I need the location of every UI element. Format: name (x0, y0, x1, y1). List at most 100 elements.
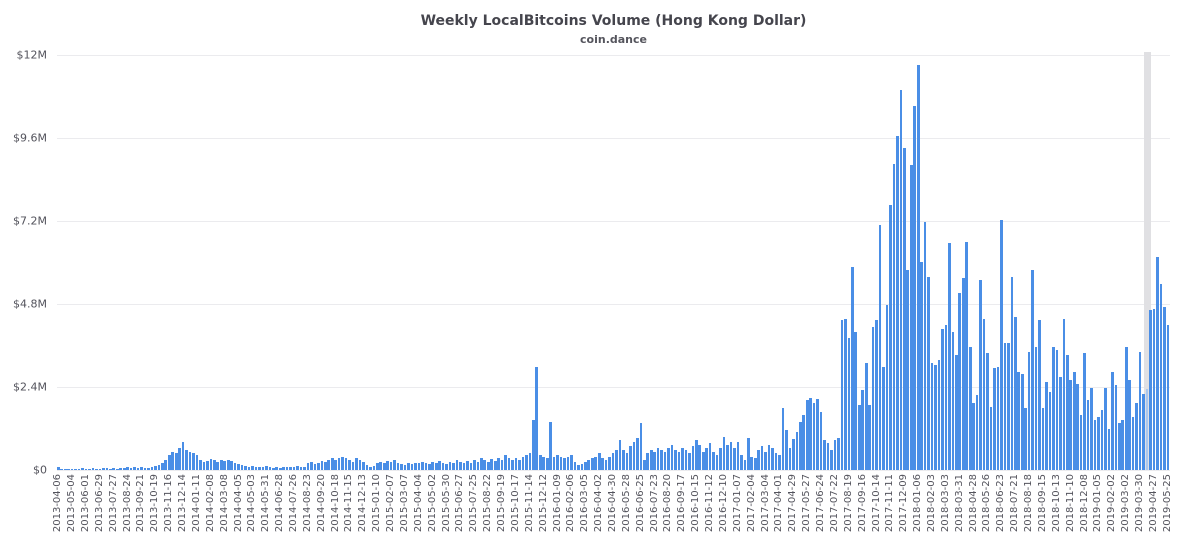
bar[interactable] (341, 456, 344, 470)
bar[interactable] (965, 241, 969, 470)
bar[interactable] (355, 458, 358, 470)
bar[interactable] (608, 456, 611, 470)
bar[interactable] (348, 459, 351, 470)
bar[interactable] (889, 205, 892, 470)
bar[interactable] (306, 463, 310, 470)
bar[interactable] (431, 461, 435, 470)
bar[interactable] (313, 464, 317, 470)
bar[interactable] (899, 90, 903, 470)
bar[interactable] (254, 466, 258, 470)
bar[interactable] (809, 398, 813, 470)
bar[interactable] (694, 439, 698, 470)
bar[interactable] (91, 468, 95, 470)
bar[interactable] (63, 469, 67, 470)
bar[interactable] (746, 438, 750, 470)
bar[interactable] (445, 464, 448, 470)
bar[interactable] (192, 453, 195, 470)
bar[interactable] (590, 458, 594, 470)
bar[interactable] (285, 467, 289, 470)
bar[interactable] (885, 305, 889, 470)
bar[interactable] (455, 459, 459, 470)
bar[interactable] (587, 459, 591, 470)
bar[interactable] (837, 438, 840, 470)
bar[interactable] (219, 459, 223, 470)
bar[interactable] (240, 464, 244, 470)
bar[interactable] (660, 449, 663, 470)
bar[interactable] (233, 462, 237, 470)
bar[interactable] (597, 453, 601, 470)
bar[interactable] (566, 456, 570, 470)
bar[interactable] (677, 451, 681, 470)
bar[interactable] (195, 455, 199, 470)
bar[interactable] (979, 280, 982, 470)
bar[interactable] (247, 466, 251, 470)
bar[interactable] (310, 461, 313, 470)
bar[interactable] (98, 468, 102, 470)
bar[interactable] (913, 106, 917, 470)
bar[interactable] (639, 423, 643, 470)
bar[interactable] (261, 466, 265, 470)
bar[interactable] (941, 328, 944, 470)
bar[interactable] (857, 404, 861, 470)
bar[interactable] (871, 326, 875, 470)
bar[interactable] (594, 456, 598, 470)
bar[interactable] (691, 446, 695, 470)
bar[interactable] (948, 243, 951, 470)
bar[interactable] (459, 461, 462, 470)
bar[interactable] (171, 452, 175, 470)
bar[interactable] (611, 453, 615, 470)
bar[interactable] (473, 459, 476, 470)
bar[interactable] (903, 148, 906, 470)
bar[interactable] (604, 459, 608, 470)
bar[interactable] (930, 363, 934, 470)
bar[interactable] (819, 411, 823, 470)
bar[interactable] (1135, 403, 1138, 470)
bar[interactable] (1090, 388, 1093, 470)
bar[interactable] (629, 446, 632, 470)
bar[interactable] (847, 338, 851, 470)
bar[interactable] (1100, 410, 1104, 470)
bar[interactable] (1020, 373, 1024, 470)
bar[interactable] (102, 468, 105, 470)
bar[interactable] (670, 445, 674, 470)
bar[interactable] (67, 468, 71, 470)
bar[interactable] (649, 449, 653, 470)
bar[interactable] (476, 461, 480, 470)
bar[interactable] (532, 419, 535, 470)
bar[interactable] (736, 441, 740, 470)
bar[interactable] (684, 449, 688, 470)
bar[interactable] (185, 449, 188, 470)
bar[interactable] (833, 439, 837, 470)
bar[interactable] (844, 318, 847, 470)
bar[interactable] (993, 368, 996, 470)
bar[interactable] (1093, 419, 1097, 470)
bar[interactable] (975, 394, 979, 470)
bar[interactable] (1010, 276, 1014, 470)
bar[interactable] (275, 467, 279, 470)
bar[interactable] (577, 465, 580, 470)
bar[interactable] (1114, 384, 1118, 470)
bar[interactable] (161, 463, 164, 470)
bar[interactable] (74, 468, 77, 470)
bar[interactable] (511, 459, 514, 470)
bar[interactable] (362, 461, 365, 470)
bar[interactable] (667, 448, 670, 470)
bar[interactable] (1086, 400, 1090, 470)
bar[interactable] (642, 459, 646, 470)
bar[interactable] (1159, 283, 1163, 470)
bar[interactable] (414, 462, 417, 470)
bar[interactable] (289, 466, 292, 470)
bar[interactable] (438, 461, 442, 470)
bar[interactable] (81, 468, 84, 470)
bar[interactable] (434, 463, 438, 470)
bar[interactable] (441, 462, 445, 470)
bar[interactable] (861, 390, 865, 470)
bar[interactable] (393, 459, 396, 470)
bar[interactable] (708, 443, 712, 470)
bar[interactable] (830, 449, 833, 470)
bar[interactable] (244, 465, 247, 470)
bar[interactable] (296, 466, 299, 470)
bar[interactable] (542, 456, 546, 470)
bar[interactable] (1128, 380, 1132, 470)
bar[interactable] (507, 458, 511, 470)
